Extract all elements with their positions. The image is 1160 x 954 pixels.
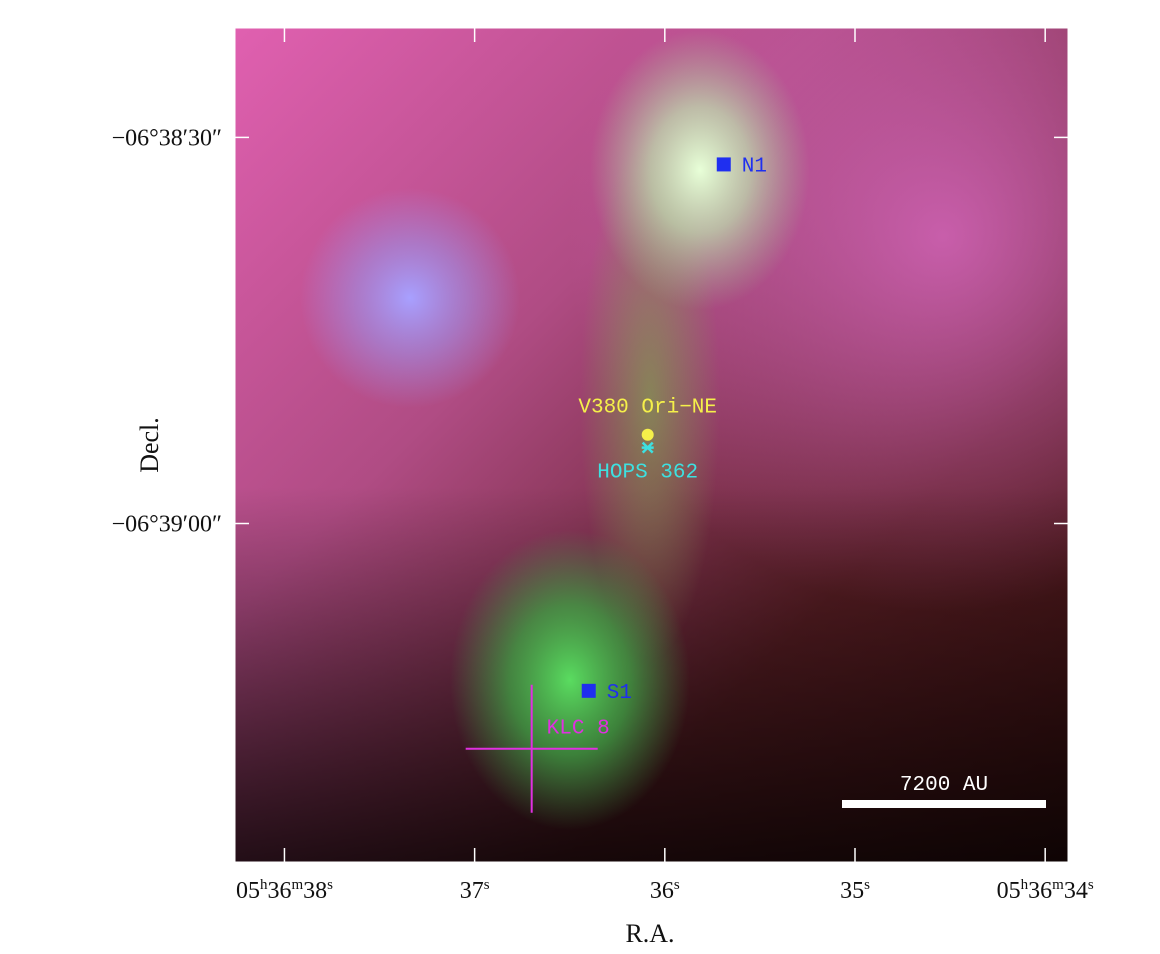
annotation-label: HOPS 362 <box>597 462 698 485</box>
annotation-label: S1 <box>607 682 632 705</box>
y-tick-label: −06°39′00″ <box>112 512 222 538</box>
x-tick-label: 35s <box>840 877 870 904</box>
scale-bar-label: 7200 AU <box>900 774 988 797</box>
marker-square <box>717 157 731 171</box>
marker-circle <box>642 429 654 441</box>
marker-square <box>582 684 596 698</box>
figure: 05h36m38s 37s 36s 35s 05h36m34s −06°38′30″ −06… <box>0 0 1160 954</box>
x-tick-label: 05h36m38s <box>236 877 333 904</box>
annotation-label: N1 <box>742 155 767 178</box>
x-axis-label: R.A. <box>625 919 674 948</box>
annotation-label: V380 Ori−NE <box>578 397 717 420</box>
x-tick-label: 36s <box>650 877 680 904</box>
annotation-label: KLC 8 <box>547 718 610 741</box>
x-tick-label: 37s <box>460 877 490 904</box>
y-axis-label: Decl. <box>135 417 164 473</box>
x-tick-label: 05h36m34s <box>997 877 1094 904</box>
y-tick-label: −06°38′30″ <box>112 125 222 151</box>
